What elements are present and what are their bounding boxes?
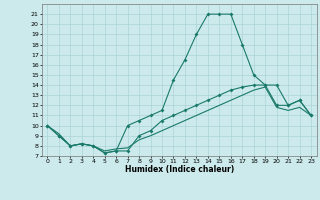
- X-axis label: Humidex (Indice chaleur): Humidex (Indice chaleur): [124, 165, 234, 174]
